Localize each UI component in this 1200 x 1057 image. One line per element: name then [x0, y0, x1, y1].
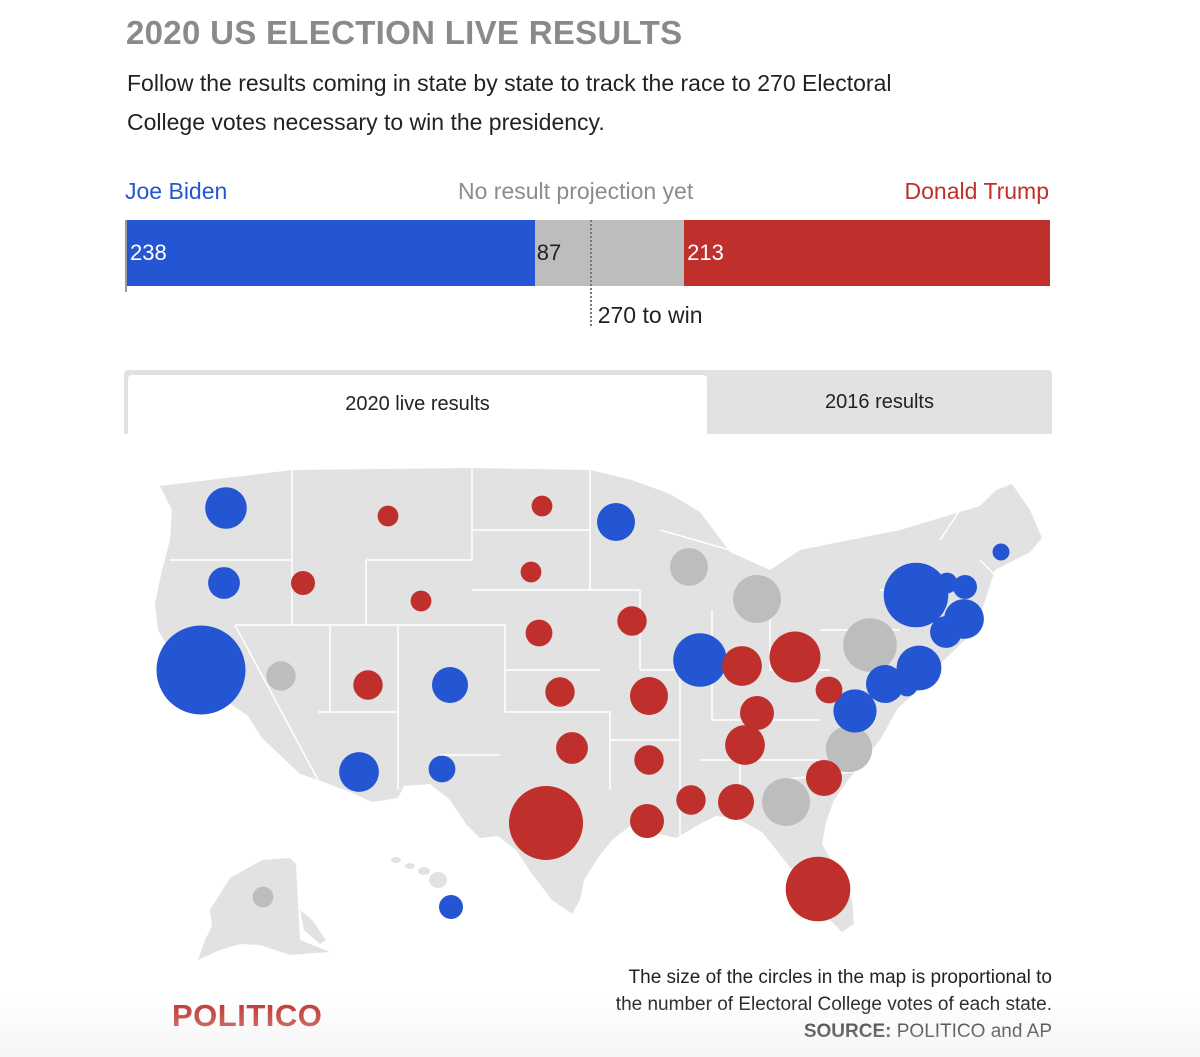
subtitle-line-2: College votes necessary to win the presi… [127, 109, 605, 135]
alaska-panhandle [300, 910, 326, 944]
state-marker-nv [266, 661, 296, 691]
state-markers [156, 487, 1010, 922]
pending-segment: 87 [534, 220, 685, 286]
state-marker-ga [762, 778, 810, 826]
note-line-1: The size of the circles in the map is pr… [628, 967, 1052, 988]
state-marker-me [992, 543, 1010, 561]
us-results-map [155, 468, 1042, 960]
page-title: 2020 US ELECTION LIVE RESULTS [126, 14, 683, 51]
border-line [505, 711, 611, 790]
state-marker-ia [617, 606, 647, 636]
state-marker-wy [410, 590, 432, 612]
border-line [234, 624, 319, 781]
map-footnote: The size of the circles in the map is pr… [616, 964, 1052, 1045]
tab-2020-live-results[interactable]: 2020 live results [128, 375, 707, 434]
state-marker-ca [156, 625, 246, 715]
state-marker-mi [733, 575, 781, 623]
state-marker-sc [806, 760, 842, 796]
state-marker-oh [769, 631, 821, 683]
win-threshold-label: 270 to win [597, 302, 703, 328]
state-marker-tx [509, 786, 583, 860]
state-marker-mo [630, 677, 668, 715]
state-marker-hi [439, 895, 463, 919]
note-line-2: the number of Electoral College votes of… [615, 994, 1052, 1015]
state-marker-md [866, 665, 904, 703]
state-marker-va [833, 689, 877, 733]
state-marker-la [630, 804, 664, 838]
us-land [155, 468, 1042, 960]
hawaii-island-4 [429, 872, 447, 888]
state-marker-mn [597, 503, 635, 541]
results-tabs: 2020 live results 2016 results [124, 370, 1052, 434]
state-marker-al [718, 784, 754, 820]
state-marker-nm [428, 755, 456, 783]
state-marker-ct [930, 616, 962, 648]
politico-logo: POLITICO [172, 998, 323, 1033]
border-line [589, 470, 640, 591]
state-marker-fl [785, 856, 851, 922]
hawaii-island-2 [405, 863, 415, 869]
state-marker-ne [525, 619, 553, 647]
biden-label: Joe Biden [125, 178, 228, 204]
biden-votes: 238 [130, 240, 167, 265]
state-marker-or [208, 567, 240, 599]
hawaii-island-1 [391, 857, 401, 863]
border-line [979, 559, 1001, 581]
trump-label: Donald Trump [904, 178, 1049, 204]
alaska-landmass [198, 858, 330, 960]
state-marker-wv [815, 676, 843, 704]
pending-votes: 87 [536, 240, 562, 265]
border-line [318, 624, 506, 713]
state-marker-ak [252, 886, 274, 908]
subtitle-line-1: Follow the results coming in state by st… [127, 70, 892, 96]
state-marker-ny [883, 562, 949, 628]
state-marker-id [291, 571, 315, 595]
state-marker-co [432, 667, 468, 703]
pending-label: No result projection yet [458, 178, 694, 204]
state-marker-mt [377, 505, 399, 527]
state-marker-wi [670, 548, 708, 586]
hawaii-island-3 [418, 867, 430, 875]
source-text: POLITICO and AP [891, 1021, 1052, 1042]
state-marker-ok [556, 732, 588, 764]
state-marker-ms [676, 785, 706, 815]
state-marker-pa [843, 618, 897, 672]
trump-votes: 213 [687, 240, 724, 265]
bar-start-tick [125, 220, 127, 292]
state-marker-nc [825, 725, 873, 773]
border-line [366, 468, 473, 561]
biden-segment: 238 [126, 220, 535, 286]
state-marker-ar [634, 745, 664, 775]
state-marker-vt [936, 572, 958, 594]
border-line [939, 509, 961, 541]
state-marker-de [896, 675, 918, 697]
state-marker-il [673, 633, 727, 687]
page-subtitle: Follow the results coming in state by st… [127, 64, 1007, 142]
state-marker-ut [353, 670, 383, 700]
source-label: SOURCE: [803, 1021, 892, 1042]
state-marker-sd [520, 561, 542, 583]
state-marker-tn [725, 725, 765, 765]
state-marker-nh [953, 575, 977, 599]
trump-segment: 213 [684, 220, 1050, 286]
tab-2016-results[interactable]: 2016 results [825, 390, 934, 413]
state-marker-nd [531, 495, 553, 517]
state-marker-wa [205, 487, 247, 529]
state-marker-ri [957, 613, 981, 637]
state-marker-ky [740, 696, 774, 730]
win-threshold-line [589, 220, 592, 326]
electoral-vote-bar: 238 87 213 [126, 220, 1050, 286]
state-marker-ks [545, 677, 575, 707]
hawaii-islands [391, 857, 447, 888]
border-line [659, 529, 731, 551]
state-marker-in [722, 646, 762, 686]
contiguous-us-landmass [155, 468, 1042, 932]
state-marker-az [339, 752, 379, 792]
